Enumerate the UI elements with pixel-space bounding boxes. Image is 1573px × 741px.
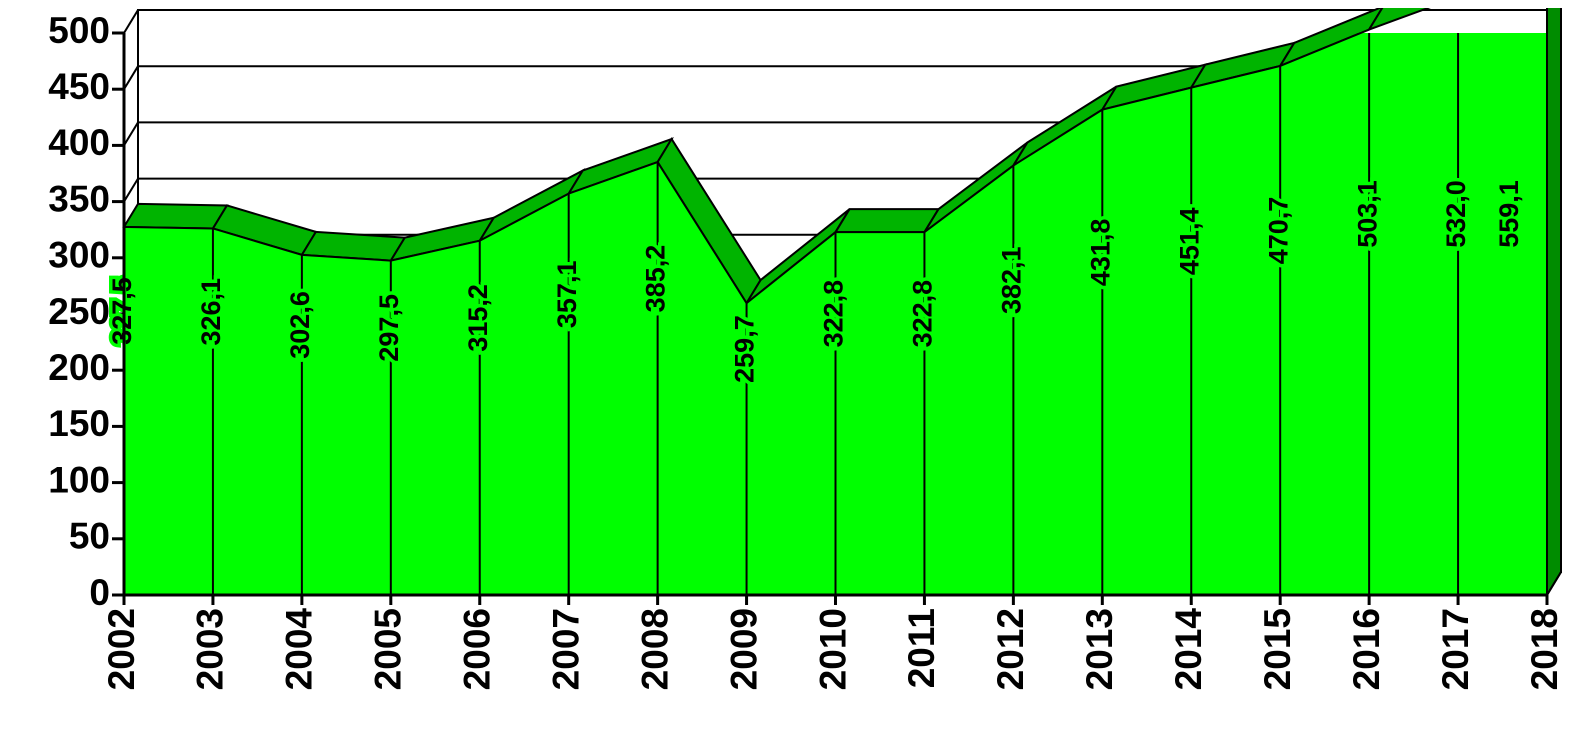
- x-tick-label: 2005: [368, 608, 409, 690]
- y-tick-label: 450: [48, 66, 110, 107]
- value-label: 315,2: [463, 284, 493, 352]
- grid-line-wall: [123, 9, 139, 34]
- y-tick-label: 300: [48, 235, 110, 276]
- x-tick-label: 2013: [1079, 608, 1120, 690]
- x-axis-depth: [1546, 571, 1562, 596]
- x-tick-label: 2010: [812, 608, 853, 690]
- x-tick-label: 2014: [1168, 608, 1209, 691]
- y-tick-label: 200: [48, 347, 110, 388]
- value-label: 322,8: [908, 280, 938, 348]
- value-label: 503,1: [1352, 180, 1382, 248]
- value-label: 357,1: [552, 261, 582, 329]
- y-tick-label: 0: [89, 572, 110, 613]
- value-label: 259,7: [730, 315, 760, 383]
- x-tick-label: 2004: [279, 608, 320, 691]
- value-label: 382,1: [997, 246, 1027, 314]
- value-label: 302,6: [285, 291, 315, 359]
- x-tick-label: 2003: [190, 608, 231, 690]
- y-tick-label: 150: [48, 403, 110, 444]
- grid-line-wall: [123, 121, 139, 146]
- x-tick-label: 2008: [634, 608, 675, 690]
- x-tick-label: 2002: [101, 608, 142, 690]
- x-tick-label: 2018: [1524, 608, 1565, 690]
- area-top: [1366, 8, 1431, 32]
- grid-line-wall: [123, 178, 139, 203]
- value-label: 431,8: [1085, 219, 1115, 287]
- y-tick-label: 100: [48, 459, 110, 500]
- y-tick-label: 400: [48, 122, 110, 163]
- value-label: 470,7: [1263, 197, 1293, 265]
- value-label: 451,4: [1174, 208, 1204, 276]
- x-tick-label: 2007: [545, 608, 586, 690]
- value-label: 385,2: [641, 245, 671, 313]
- x-tick-label: 2015: [1257, 608, 1298, 690]
- area-top-group: [122, 8, 1562, 599]
- value-label: 532,0: [1441, 180, 1471, 248]
- x-tick-label: 2006: [457, 608, 498, 690]
- x-tick-label: 2016: [1346, 608, 1387, 690]
- y-tick-label: 250: [48, 291, 110, 332]
- area-top: [833, 208, 941, 234]
- x-tick-label: 2012: [990, 608, 1031, 690]
- grid-line-wall: [123, 65, 139, 90]
- y-tick-label: 50: [69, 516, 110, 557]
- area-side: [1546, 8, 1562, 599]
- value-label: 297,5: [374, 294, 404, 362]
- y-tick-label: 350: [48, 178, 110, 219]
- x-tick-label: 2009: [723, 608, 764, 690]
- value-label: 559,1: [1494, 180, 1524, 248]
- x-tick-label: 2011: [901, 608, 942, 688]
- y-tick-label: 500: [48, 10, 110, 51]
- x-tick-label: 2017: [1435, 608, 1476, 690]
- value-label: 326,1: [196, 278, 226, 346]
- area-front-group: [123, 33, 1548, 596]
- value-label: 322,8: [819, 280, 849, 348]
- area-top: [122, 202, 229, 230]
- value-label: 327,5: [107, 277, 137, 345]
